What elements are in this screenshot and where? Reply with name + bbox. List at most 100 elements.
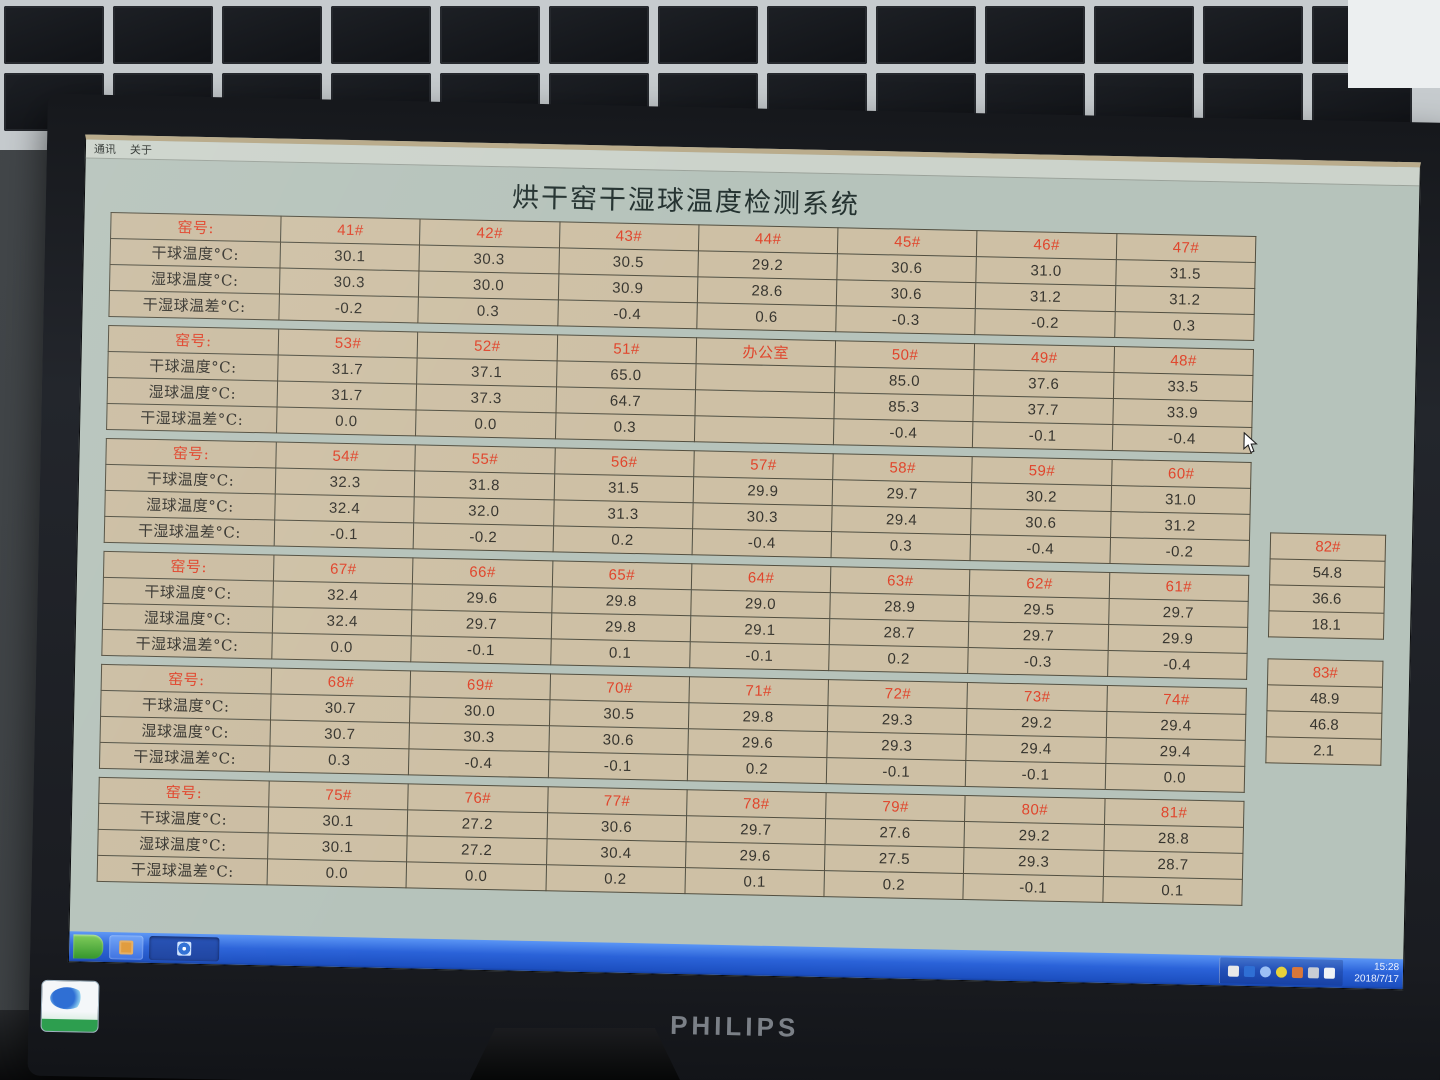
- diff-row-label: 干湿球温差°C:: [108, 290, 280, 321]
- kiln-table-block: 窑号: 68# 69# 70# 71# 72# 73# 74# 干球温度°C: 30.7 30.0 3…: [99, 664, 1247, 793]
- dry-value: 29.8: [688, 702, 829, 732]
- dry-value: 31.5: [1115, 259, 1256, 289]
- wet-value: 85.3: [834, 392, 974, 422]
- monitor-stand: [470, 1028, 680, 1080]
- kiln-id: 81#: [1104, 798, 1245, 828]
- side-value: 36.6: [1269, 584, 1385, 614]
- kiln-id: 57#: [693, 450, 834, 480]
- dry-value: 29.4: [1106, 711, 1246, 741]
- wet-value: 30.0: [418, 270, 559, 300]
- dry-value: 29.2: [964, 821, 1105, 851]
- wet-value: 31.2: [975, 282, 1116, 312]
- dry-value: 30.1: [279, 242, 420, 271]
- kiln-id: 60#: [1111, 459, 1252, 489]
- diff-value: [694, 415, 835, 445]
- diff-value: 0.3: [555, 412, 695, 442]
- diff-value: -0.1: [411, 635, 551, 665]
- diff-value: 0.0: [406, 861, 547, 891]
- wet-value: 29.7: [411, 609, 552, 639]
- kiln-id: 58#: [832, 453, 973, 483]
- kiln-monitor-app: 烘干窑干湿球温度检测系统 窑号: 41# 42# 43# 44# 45# 46# 47# 干球温…: [70, 158, 1419, 917]
- energy-label-sticker: [40, 979, 100, 1033]
- wall-panel: [222, 6, 322, 64]
- volume-icon[interactable]: [1323, 967, 1335, 979]
- diff-row-label: 干湿球温差°C:: [99, 742, 270, 772]
- dry-value: 28.9: [829, 592, 970, 622]
- kiln-id: 67#: [273, 554, 414, 584]
- kiln-id: 45#: [837, 227, 978, 257]
- kiln-id: 73#: [967, 682, 1108, 712]
- kiln-id: 54#: [275, 442, 416, 471]
- side-value: 54.8: [1269, 558, 1386, 588]
- wet-value: 30.1: [267, 832, 408, 862]
- diff-value: -0.4: [408, 748, 549, 778]
- wet-row-label: 湿球温度°C:: [104, 490, 276, 520]
- wet-value: 29.3: [826, 731, 967, 761]
- side-value: 48.9: [1266, 684, 1383, 714]
- menu-item-communication[interactable]: 通讯: [93, 143, 117, 157]
- start-button[interactable]: [72, 934, 104, 959]
- dry-value: 27.2: [407, 809, 548, 839]
- wet-value: 29.9: [1107, 624, 1248, 654]
- kiln-row-label: 窑号:: [101, 664, 272, 694]
- wet-value: 31.2: [1114, 285, 1255, 315]
- taskbar-button-monitor-app[interactable]: [148, 935, 220, 962]
- dry-row-label: 干球温度°C:: [102, 577, 274, 607]
- wet-value: 30.4: [546, 838, 686, 868]
- diff-value: -0.3: [835, 305, 976, 335]
- dry-row-label: 干球温度°C:: [110, 238, 281, 269]
- wet-value: 32.4: [272, 606, 413, 636]
- wet-value: 37.3: [416, 383, 557, 413]
- kiln-id: 83#: [1267, 658, 1383, 688]
- energy-swirl-icon: [49, 986, 85, 1010]
- kiln-id: 68#: [271, 667, 411, 697]
- audio-device-icon[interactable]: [1307, 966, 1319, 978]
- wet-value: 29.4: [831, 505, 972, 535]
- dry-value: 31.5: [553, 473, 694, 503]
- kiln-id: 75#: [268, 780, 409, 810]
- wet-value: 28.7: [1103, 850, 1243, 880]
- wet-value: 28.6: [697, 276, 837, 306]
- diff-value: 0.3: [269, 745, 410, 775]
- status-yellow-icon[interactable]: [1275, 966, 1287, 978]
- dry-value: 37.1: [416, 357, 557, 387]
- taskbar-clock[interactable]: 15:28 2018/7/17: [1354, 961, 1399, 987]
- diff-row-label: 干湿球温差°C:: [101, 629, 273, 659]
- diff-value: 0.6: [696, 302, 837, 332]
- kiln-id: 70#: [549, 673, 690, 703]
- dry-value: 30.0: [409, 696, 550, 726]
- wet-value: 64.7: [555, 386, 696, 416]
- table-area: 窑号: 41# 42# 43# 44# 45# 46# 47# 干球温度°C: 30.1 30.3 3…: [71, 211, 1419, 909]
- dry-value: 65.0: [556, 360, 696, 390]
- update-icon[interactable]: [1259, 965, 1271, 977]
- wet-value: 28.7: [829, 618, 970, 648]
- wet-value: 29.8: [550, 612, 691, 642]
- diff-value: 0.1: [684, 867, 825, 897]
- mail-icon[interactable]: [1227, 965, 1239, 977]
- kiln-id: 办公室: [695, 337, 836, 367]
- diff-value: 0.0: [267, 858, 407, 888]
- dry-value: 29.2: [697, 250, 838, 280]
- menu-item-about[interactable]: 关于: [129, 144, 153, 157]
- dry-value: 29.0: [690, 589, 831, 619]
- dry-value: 30.6: [836, 253, 977, 283]
- dry-value: 29.2: [966, 708, 1107, 738]
- dry-row-label: 干球温度°C:: [100, 690, 272, 720]
- kiln-id: 46#: [976, 230, 1117, 260]
- kiln-id: 63#: [830, 566, 971, 596]
- wet-value: 30.3: [409, 722, 550, 752]
- diff-value: 0.1: [1102, 876, 1243, 906]
- diff-value: 0.3: [418, 296, 558, 326]
- antivirus-icon[interactable]: [1243, 965, 1255, 977]
- taskbar-button-config-app[interactable]: [108, 935, 144, 960]
- input-method-icon[interactable]: [1291, 966, 1303, 978]
- kiln-id: 71#: [688, 676, 829, 706]
- diff-value: -0.4: [557, 299, 698, 329]
- side-value: 2.1: [1265, 736, 1382, 766]
- wet-value: 29.4: [966, 734, 1107, 764]
- dry-value: 30.5: [558, 247, 699, 277]
- wet-value: 30.9: [557, 273, 698, 303]
- dry-value: 29.5: [969, 595, 1109, 625]
- diff-value: 0.2: [687, 754, 827, 784]
- diff-value: -0.2: [1109, 537, 1250, 567]
